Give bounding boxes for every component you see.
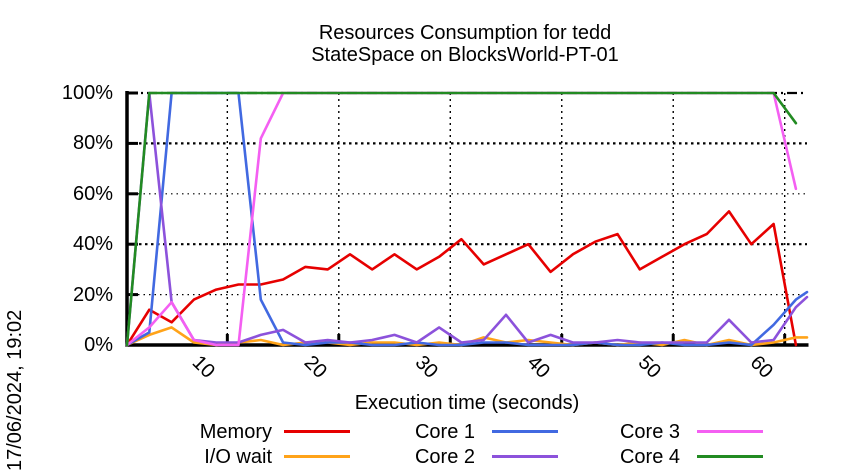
legend-label: I/O wait	[204, 446, 272, 468]
series-line-core-4	[125, 91, 798, 347]
series-line-core-2	[125, 91, 809, 347]
chart-title-block: Resources Consumption for tedd StateSpac…	[80, 22, 850, 66]
y-tick-label: 0%	[84, 334, 113, 356]
legend-line-sample	[697, 430, 763, 433]
legend-line-sample	[284, 455, 350, 458]
timestamp-label: 17/06/2024, 19:02	[4, 309, 26, 471]
series-line-core-1	[125, 91, 809, 347]
legend-label: Memory	[199, 421, 272, 443]
chart-title: Resources Consumption for tedd	[318, 22, 612, 44]
legend-label: Core 2	[414, 446, 475, 468]
legend-line-sample	[697, 455, 763, 458]
legend-label: Core 4	[619, 446, 680, 468]
legend-line-sample	[492, 430, 558, 433]
y-tick-label: 100%	[61, 82, 113, 104]
legend-line-sample	[492, 455, 558, 458]
y-tick-label: 20%	[72, 283, 113, 306]
legend-label: Core 1	[414, 421, 475, 443]
y-tick-label: 60%	[72, 182, 113, 205]
legend-line-sample	[284, 430, 350, 433]
series-line-memory	[125, 210, 798, 347]
x-axis-title: Execution time (seconds)	[354, 392, 580, 414]
legend-label: Core 3	[619, 421, 680, 443]
y-tick-label: 80%	[72, 132, 113, 155]
chart-subtitle: StateSpace on BlocksWorld-PT-01	[311, 44, 619, 66]
y-tick-label: 40%	[72, 233, 113, 256]
